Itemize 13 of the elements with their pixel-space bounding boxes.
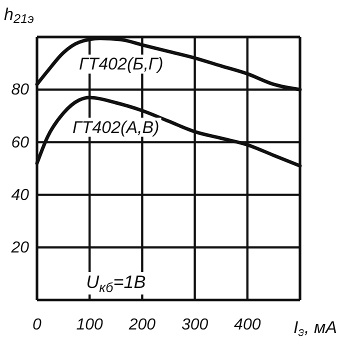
x-tick-label: 200 xyxy=(128,316,156,334)
x-tick-label: 0 xyxy=(32,316,42,334)
series-label: ГТ402(А,В) xyxy=(72,118,160,137)
x-tick-label: 100 xyxy=(76,316,104,334)
x-tick-label: 300 xyxy=(181,316,208,334)
y-tick-label: 80 xyxy=(11,82,30,99)
series-label: ГТ402(Б,Г) xyxy=(78,54,164,74)
y-axis-title: h$_{21э}$ xyxy=(4,5,34,26)
y-tick-label: 60 xyxy=(11,134,30,152)
y-tick-label: 20 xyxy=(10,240,30,257)
x-tick-label: 400 xyxy=(234,316,261,334)
annotation: U$_{кб}$=1В xyxy=(86,272,146,294)
y-tick-label: 40 xyxy=(11,186,30,204)
